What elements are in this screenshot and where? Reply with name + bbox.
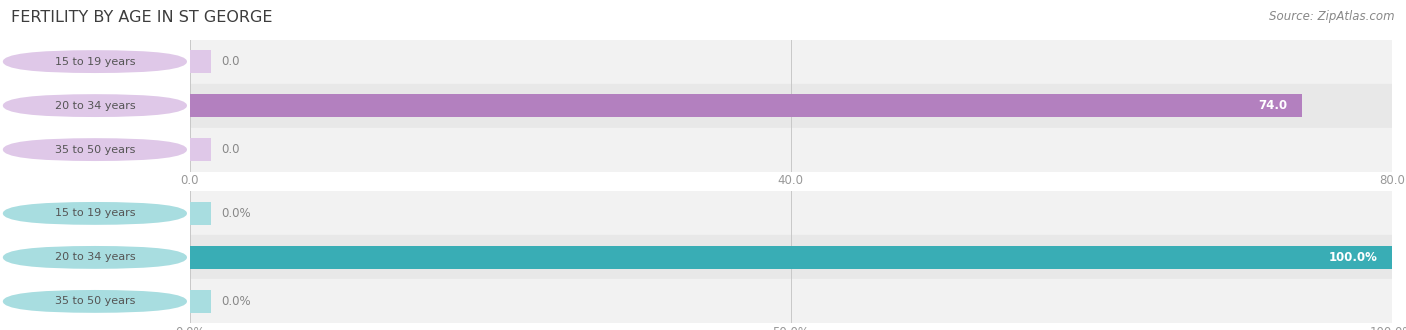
Text: 0.0%: 0.0% (221, 207, 250, 220)
Text: FERTILITY BY AGE IN ST GEORGE: FERTILITY BY AGE IN ST GEORGE (11, 10, 273, 25)
FancyBboxPatch shape (3, 290, 187, 313)
Bar (190, 138, 211, 161)
Text: 20 to 34 years: 20 to 34 years (55, 101, 135, 111)
Bar (190, 128, 1392, 172)
Text: 0.0: 0.0 (221, 143, 239, 156)
Text: 15 to 19 years: 15 to 19 years (55, 209, 135, 218)
Text: 15 to 19 years: 15 to 19 years (55, 57, 135, 67)
Bar (190, 246, 1392, 269)
Bar (190, 83, 1392, 128)
Text: 100.0%: 100.0% (1329, 251, 1378, 264)
Text: 0.0: 0.0 (221, 55, 239, 68)
Bar (190, 191, 1392, 235)
FancyBboxPatch shape (3, 50, 187, 73)
Text: 20 to 34 years: 20 to 34 years (55, 252, 135, 262)
Text: 74.0: 74.0 (1258, 99, 1288, 112)
Bar (190, 235, 1392, 280)
Bar (190, 94, 1302, 117)
FancyBboxPatch shape (3, 138, 187, 161)
Text: Source: ZipAtlas.com: Source: ZipAtlas.com (1270, 10, 1395, 23)
Bar (190, 280, 1392, 323)
FancyBboxPatch shape (3, 94, 187, 117)
Bar (190, 40, 1392, 83)
FancyBboxPatch shape (3, 202, 187, 225)
Text: 35 to 50 years: 35 to 50 years (55, 296, 135, 306)
Text: 35 to 50 years: 35 to 50 years (55, 145, 135, 154)
Text: 0.0%: 0.0% (221, 295, 250, 308)
Bar (190, 290, 211, 313)
Bar (190, 202, 211, 225)
Bar (190, 50, 211, 73)
FancyBboxPatch shape (3, 246, 187, 269)
